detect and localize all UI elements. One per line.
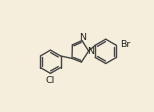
Text: Br: Br — [120, 40, 130, 49]
Text: N: N — [87, 47, 95, 56]
Text: Cl: Cl — [45, 76, 55, 85]
Text: N: N — [79, 33, 86, 42]
